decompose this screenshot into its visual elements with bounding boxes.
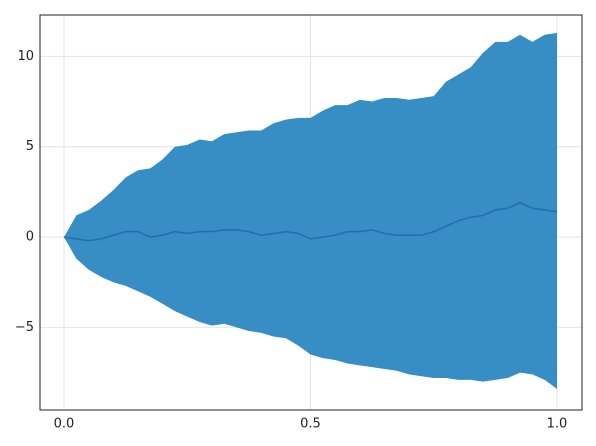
x-tick-label: 1.0 — [547, 417, 568, 432]
x-tick-label: 0.0 — [54, 417, 75, 432]
mean-line — [63, 201, 558, 242]
y-tick-label: 5 — [26, 139, 34, 154]
plot-frame — [39, 14, 583, 411]
y-tick-label: −5 — [15, 320, 34, 335]
y-tick-label: 10 — [17, 49, 34, 64]
band-area — [64, 32, 558, 389]
y-tick-label: 0 — [26, 230, 34, 245]
x-tick-label: 0.5 — [300, 417, 321, 432]
